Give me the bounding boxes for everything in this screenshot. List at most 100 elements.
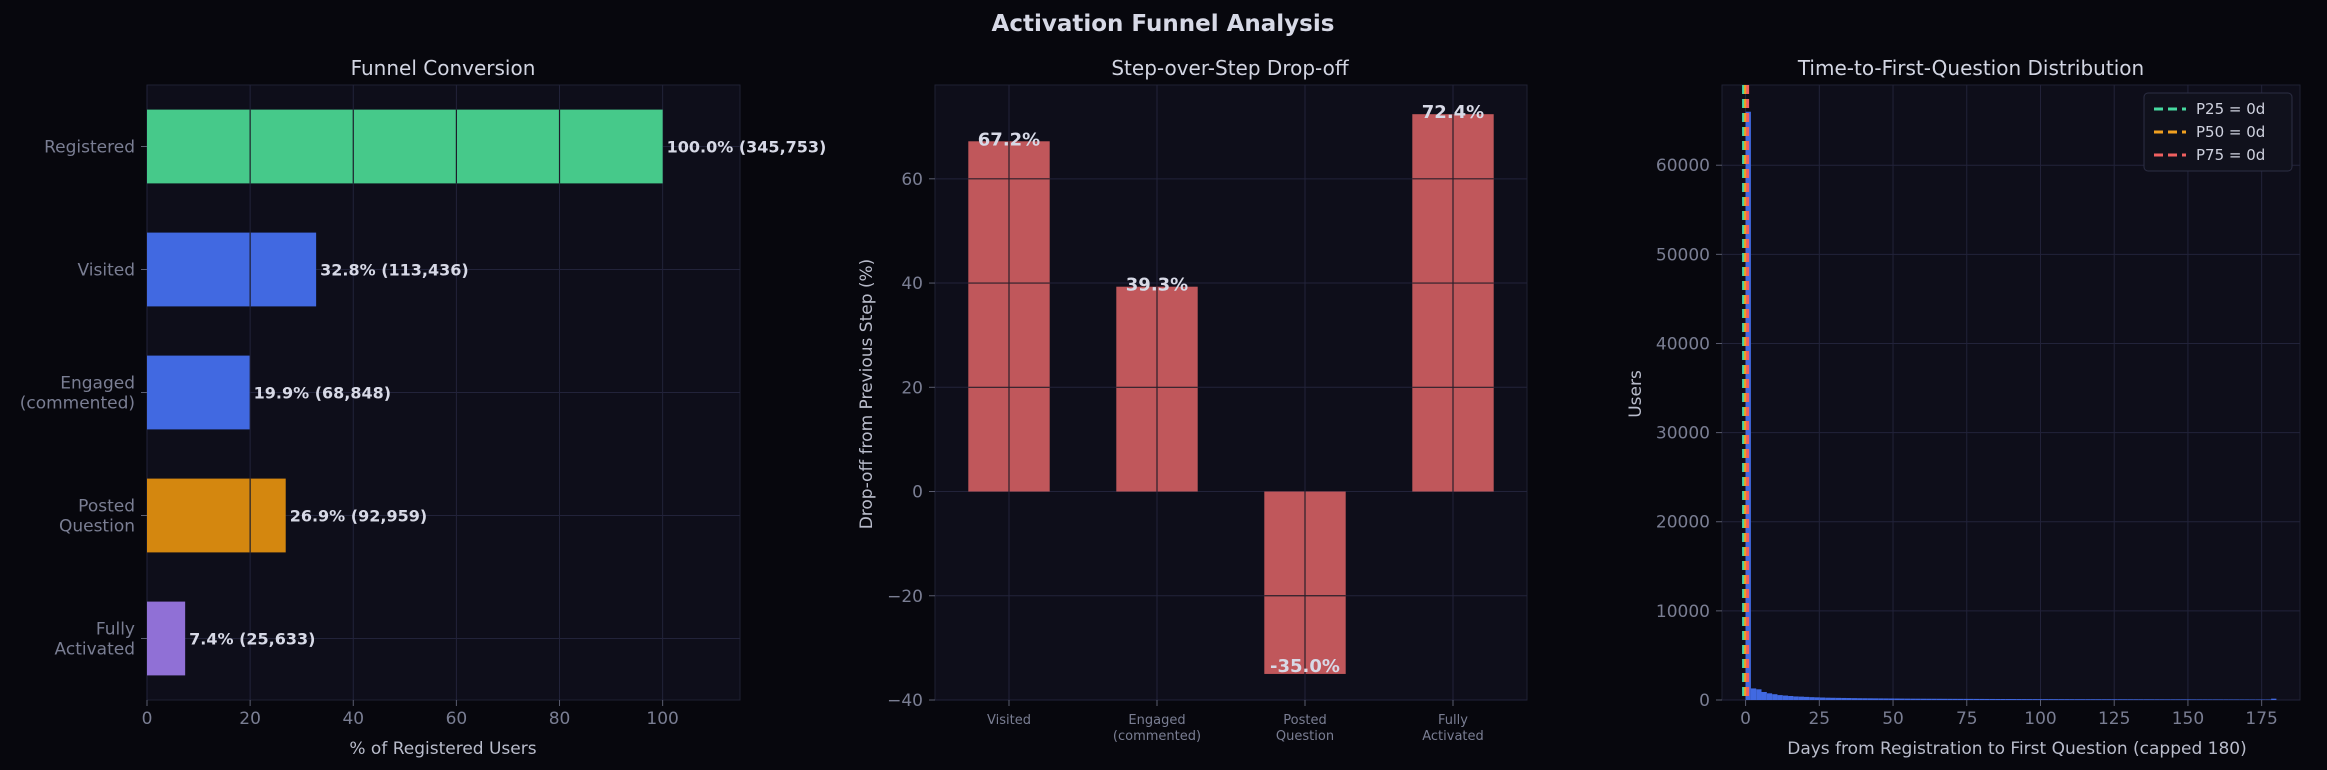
histogram-bar (1899, 698, 1905, 700)
histogram-bar (2095, 699, 2102, 700)
histogram-bar (1798, 696, 1804, 700)
y-tick-label: 10000 (1656, 602, 1710, 622)
histogram-bar (2016, 699, 2022, 700)
dropoff-chart-title: Step-over-Step Drop-off (1111, 56, 1349, 80)
funnel-bars: 100.0% (345,753) 32.8% (113,436) 19.9% (68… (147, 109, 826, 676)
x-tick-label: 0 (142, 709, 153, 729)
funnel-bar (147, 478, 286, 553)
funnel-bar-label: 7.4% (25,633) (189, 630, 315, 649)
histogram-bar (2080, 699, 2086, 700)
dropoff-bar-label: 67.2% (978, 129, 1040, 150)
histogram-bar (1814, 697, 1820, 700)
histogram-bar (1872, 698, 1879, 700)
histogram-bar (1846, 698, 1852, 700)
histogram-bar (1883, 698, 1889, 700)
histogram-bar (2138, 699, 2144, 700)
x-tick-label: 0 (1740, 709, 1751, 729)
funnel-bar-label: 19.9% (68,848) (254, 384, 391, 403)
y-tick-label: 60000 (1656, 156, 1710, 176)
histogram-bar (2122, 699, 2128, 700)
time-to-first-question-chart: 0 10000 20000 30000 40000 50000 60000 0 25 50 75 10… (1626, 56, 2301, 759)
x-tick-label: 50 (1882, 709, 1904, 729)
histogram-bar (2212, 699, 2219, 700)
legend-label: P50 = 0d (2196, 123, 2265, 141)
histogram-bar (2271, 698, 2277, 700)
histogram-bar (1835, 697, 1842, 700)
histogram-ticks: 0 10000 20000 30000 40000 50000 60000 0 25 50 75 10… (1656, 156, 2278, 729)
y-tick-label: 0 (912, 483, 923, 503)
histogram-bar (1750, 688, 1757, 700)
histogram-bar (2233, 699, 2240, 700)
histogram-bar (2069, 699, 2075, 700)
histogram-bar (1878, 698, 1884, 700)
histogram-x-axis-label: Days from Registration to First Question… (1787, 739, 2247, 759)
histogram-bar (1995, 698, 2001, 700)
y-tick-label: 40000 (1656, 334, 1710, 354)
histogram-bar (2170, 699, 2176, 700)
histogram-bar (2085, 699, 2091, 700)
legend-label: P75 = 0d (2196, 146, 2265, 164)
histogram-bar (1984, 698, 1990, 700)
x-tick-label: 175 (2245, 709, 2277, 729)
histogram-bar (2223, 699, 2229, 700)
histogram-bar (2106, 699, 2112, 700)
y-tick-label: Engaged (commented) (20, 374, 135, 414)
y-tick-label: 20 (901, 378, 923, 398)
histogram-bar (1957, 698, 1964, 700)
y-tick-label: 0 (1699, 691, 1710, 711)
y-tick-label: Registered (44, 138, 135, 158)
histogram-bar (2037, 699, 2043, 700)
histogram-bar (2164, 699, 2171, 700)
x-tick-label: 100 (2024, 709, 2056, 729)
y-tick-label: −40 (887, 691, 923, 711)
histogram-bar (1867, 698, 1873, 700)
histogram-bar (1803, 696, 1810, 700)
histogram-bar (2111, 699, 2118, 700)
histogram-bar (2058, 699, 2065, 700)
x-tick-label: 80 (549, 709, 571, 729)
histogram-bar (1793, 696, 1799, 700)
histogram-bar (2149, 699, 2155, 700)
histogram-bar (2143, 699, 2150, 700)
histogram-bar (1952, 698, 1958, 700)
funnel-x-axis-label: % of Registered Users (349, 739, 536, 759)
histogram-bar (1756, 689, 1762, 700)
dropoff-bar-label: 39.3% (1126, 275, 1188, 296)
funnel-conversion-chart: 100.0% (345,753) 32.8% (113,436) 19.9% (68… (20, 56, 827, 759)
x-tick-label: 75 (1956, 709, 1978, 729)
histogram-bar (2191, 699, 2197, 700)
y-tick-label: 20000 (1656, 513, 1710, 533)
histogram-bar (2005, 699, 2011, 700)
histogram-bar (2244, 699, 2250, 700)
histogram-bar (1979, 698, 1985, 700)
histogram-bar (1761, 691, 1767, 700)
histogram-bar (1941, 698, 1948, 700)
y-tick-label: −20 (887, 587, 923, 607)
histogram-bar (2048, 699, 2054, 700)
histogram-bar (1825, 697, 1831, 700)
dropoff-bars: 67.2% 39.3% -35.0% 72.4% (968, 102, 1494, 677)
histogram-bar (2021, 699, 2027, 700)
histogram-bar (1968, 698, 1974, 700)
x-tick-label: 125 (2098, 709, 2130, 729)
dropoff-bar-label: -35.0% (1270, 656, 1340, 677)
funnel-bar (147, 109, 663, 184)
histogram-bar (1894, 698, 1900, 700)
histogram-bar (1809, 697, 1815, 700)
x-tick-label: 100 (646, 709, 678, 729)
histogram-bar (1926, 698, 1932, 700)
histogram-bar (1782, 695, 1789, 700)
y-tick-label: 40 (901, 274, 923, 294)
histogram-bar (2159, 699, 2165, 700)
histogram-bar (1788, 695, 1794, 700)
histogram-bar (1830, 697, 1836, 700)
y-tick-label: Fully Activated (55, 620, 135, 660)
histogram-bar (2196, 699, 2203, 700)
x-tick-label: Posted Question (1276, 713, 1334, 744)
x-tick-label: 25 (1808, 709, 1830, 729)
histogram-bar (2202, 699, 2208, 700)
dropoff-y-axis-label: Drop-off from Previous Step (%) (857, 259, 877, 530)
histogram-plot-area (1721, 84, 2301, 701)
histogram-bar (1745, 111, 1751, 700)
funnel-bar (147, 601, 186, 676)
